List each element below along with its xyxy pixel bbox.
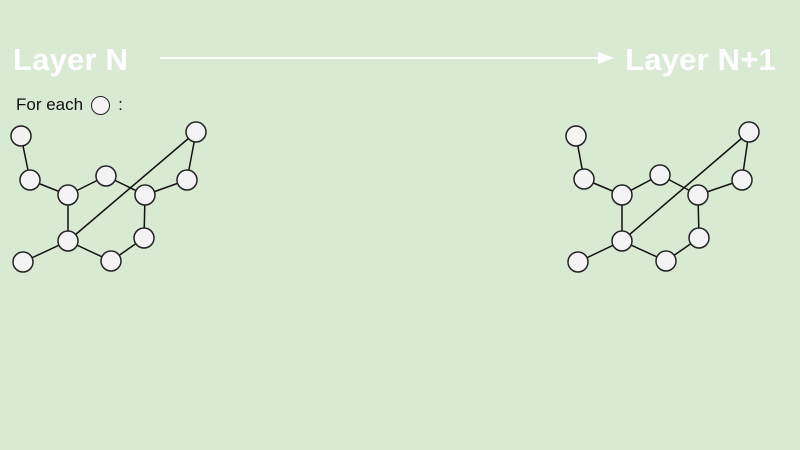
layer-n-plus-1-node-n4 <box>649 164 671 186</box>
layer-n-node-n11 <box>100 250 122 272</box>
layer-n-plus-1-node-n5 <box>687 184 709 206</box>
layer-n-title: Layer N <box>13 42 129 77</box>
layer-n-plus-1-node-n7 <box>738 121 760 143</box>
layer-n-plus-1-node-n10 <box>688 227 710 249</box>
layer-n-plus-1-node-n1 <box>565 125 587 147</box>
layer-n-plus-1-node-n9 <box>567 251 589 273</box>
layer-n-node-n9 <box>12 251 34 273</box>
layer-n-node-n5 <box>134 184 156 206</box>
layer-n-plus-1-node-n8 <box>611 230 633 252</box>
graph-layer-n <box>10 121 207 273</box>
node-icon <box>91 95 111 115</box>
caption: For each : <box>16 94 123 116</box>
caption-suffix: : <box>118 95 123 114</box>
graph-layer-n-plus-1 <box>565 121 760 273</box>
layer-n-node-n1 <box>10 125 32 147</box>
layer-n-plus-1-node-n2 <box>573 168 595 190</box>
layer-arrow <box>160 52 614 64</box>
layer-n-edge-n7-n8 <box>67 131 197 242</box>
layer-n-plus-1-node-n11 <box>655 250 677 272</box>
layer-n-plus-1-title: Layer N+1 <box>625 42 776 77</box>
layer-n-node-n10 <box>133 227 155 249</box>
layer-n-node-n6 <box>176 169 198 191</box>
layer-n-node-n8 <box>57 230 79 252</box>
layer-n-plus-1-node-n3 <box>611 184 633 206</box>
layer-n-plus-1-edge-n7-n8 <box>621 131 750 242</box>
layer-n-plus-1-node-n6 <box>731 169 753 191</box>
layer-n-node-n2 <box>19 169 41 191</box>
layer-n-node-n4 <box>95 165 117 187</box>
layer-n-node-n3 <box>57 184 79 206</box>
caption-prefix: For each <box>16 95 84 114</box>
layer-n-node-n7 <box>185 121 207 143</box>
